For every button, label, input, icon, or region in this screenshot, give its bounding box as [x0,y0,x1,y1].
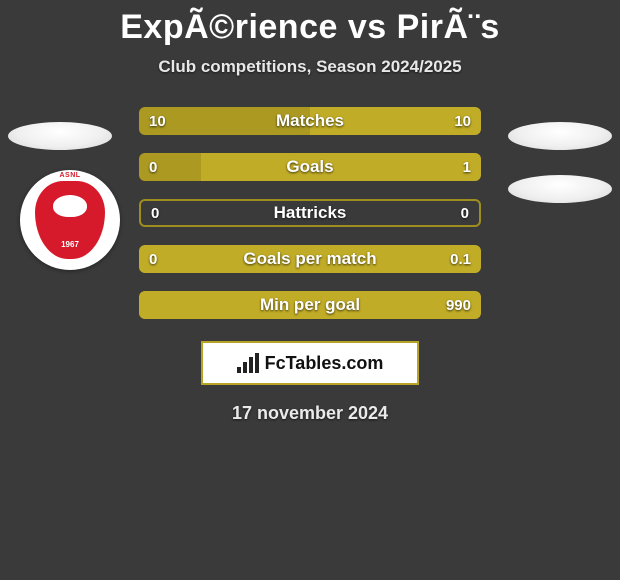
team-badge-left-placeholder [8,122,112,150]
team-logo-text: ASNL [59,172,80,179]
bar-right-fill [139,291,481,319]
stat-value-left: 0 [151,201,159,225]
snapshot-date: 17 november 2024 [0,403,620,424]
shield-icon: 1967 [35,181,105,259]
branding-text: FcTables.com [265,353,384,374]
branding-box[interactable]: FcTables.com [201,341,419,385]
stat-row: 01Goals [139,153,481,181]
bar-right-fill [139,245,481,273]
stat-row: 0 0Hattricks [139,199,481,227]
team-badge-right-placeholder-2 [508,175,612,203]
stat-value-right: 0.1 [450,245,471,273]
comparison-chart: 1010Matches01Goals00Hattricks00.1Goals p… [139,107,481,319]
stat-value-right: 10 [454,107,471,135]
stat-row: 1010Matches [139,107,481,135]
subtitle: Club competitions, Season 2024/2025 [0,57,620,77]
bar-right-fill [201,153,481,181]
team-logo-year: 1967 [61,240,79,249]
stat-label: Hattricks [141,201,479,225]
stat-value-right: 990 [446,291,471,319]
team-badge-right-placeholder-1 [508,122,612,150]
bar-chart-icon [237,353,259,373]
stat-value-left: 10 [149,107,166,135]
page-title: ExpÃ©rience vs PirÃ¨s [0,0,620,47]
stat-value-left: 0 [149,153,157,181]
stat-value-left: 0 [149,245,157,273]
team-logo-left: ASNL 1967 [20,170,120,270]
stat-value-right: 1 [463,153,471,181]
stat-row: 990Min per goal [139,291,481,319]
stat-value-right: 0 [461,201,469,225]
stat-row: 00.1Goals per match [139,245,481,273]
